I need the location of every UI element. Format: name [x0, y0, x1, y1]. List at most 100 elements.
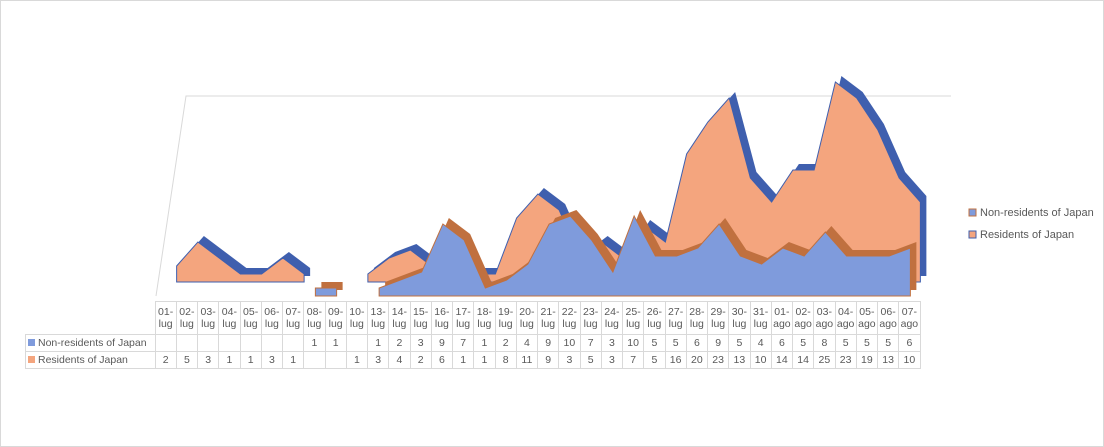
value-cell [154, 334, 177, 352]
value-cell: 4 [749, 334, 772, 352]
value-cell: 3 [409, 334, 432, 352]
category-label: 28-lug [685, 301, 709, 335]
category-label: 23-lug [579, 301, 602, 335]
value-cell: 1 [239, 351, 262, 369]
value-cell: 1 [303, 334, 326, 352]
value-cell [324, 351, 347, 369]
category-label: 05-lug [239, 301, 262, 335]
legend-label: Residents of Japan [980, 229, 1074, 241]
series-row: Non-residents of Japan 1 1 1 2 3 9 7 1 2 4 9 10 7 3 10 5… [25, 334, 921, 352]
series-row: Residents of Japan 2 5 3 1 1 3 1 1 3 4 2 6 1 1 8 11 9 3 5 3 7… [25, 351, 921, 369]
category-label: 26-lug [643, 301, 666, 335]
category-label: 09-lug [324, 301, 347, 335]
value-cell: 3 [196, 351, 220, 369]
category-label: 07-ago [898, 301, 921, 335]
value-cell: 3 [600, 334, 624, 352]
value-cell: 1 [324, 334, 347, 352]
value-cell: 1 [473, 334, 496, 352]
value-cell: 5 [175, 351, 199, 369]
value-cell: 4 [515, 334, 539, 352]
value-cell: 2 [409, 351, 432, 369]
category-label: 29-lug [706, 301, 730, 335]
value-cell: 6 [685, 334, 709, 352]
value-cell: 8 [813, 334, 836, 352]
row-label-text: Non-residents of Japan [38, 337, 147, 349]
value-cell: 25 [813, 351, 836, 369]
value-cell: 3 [558, 351, 581, 369]
value-cell: 10 [621, 334, 645, 352]
value-cell: 5 [664, 334, 687, 352]
row-label: Non-residents of Japan [25, 334, 156, 352]
legend-label: Non-residents of Japan [980, 207, 1094, 219]
value-cell: 6 [430, 351, 454, 369]
category-label: 16-lug [430, 301, 454, 335]
category-label: 02-ago [791, 301, 815, 335]
value-cell: 5 [855, 334, 879, 352]
value-cell: 8 [494, 351, 517, 369]
category-label: 21-lug [536, 301, 560, 335]
value-cell [239, 334, 262, 352]
value-cell [281, 334, 305, 352]
value-cell: 9 [536, 351, 560, 369]
value-cell: 4 [388, 351, 411, 369]
category-label: 03-lug [196, 301, 220, 335]
back-wall [155, 95, 951, 297]
value-cell: 10 [749, 351, 772, 369]
value-cell [345, 334, 369, 352]
value-cell: 5 [643, 334, 666, 352]
value-cell: 7 [451, 334, 475, 352]
value-cell [218, 334, 241, 352]
value-cell: 3 [366, 351, 390, 369]
value-cell: 10 [558, 334, 581, 352]
value-cell [175, 334, 199, 352]
value-cell: 6 [898, 334, 921, 352]
category-label: 19-lug [494, 301, 517, 335]
category-label: 04-lug [218, 301, 241, 335]
value-cell: 1 [281, 351, 305, 369]
category-label: 06-ago [876, 301, 900, 335]
value-cell [303, 351, 326, 369]
value-cell: 2 [154, 351, 177, 369]
row-label: Residents of Japan [25, 351, 156, 369]
value-cell: 7 [579, 334, 602, 352]
category-label: 15-lug [409, 301, 432, 335]
category-label: 01-lug [154, 301, 177, 335]
value-cell: 14 [791, 351, 815, 369]
value-cell: 19 [855, 351, 879, 369]
value-cell: 23 [834, 351, 857, 369]
value-cell: 1 [473, 351, 496, 369]
category-label: 10-lug [345, 301, 369, 335]
value-cell: 9 [536, 334, 560, 352]
value-cell: 2 [388, 334, 411, 352]
value-cell: 20 [685, 351, 709, 369]
legend-key [28, 339, 35, 346]
value-cell: 2 [494, 334, 517, 352]
category-label: 17-lug [451, 301, 475, 335]
value-cell [260, 334, 284, 352]
value-cell: 14 [770, 351, 794, 369]
value-cell: 23 [706, 351, 730, 369]
category-label: 31-lug [749, 301, 772, 335]
value-cell: 5 [643, 351, 666, 369]
legend-key [28, 356, 35, 363]
value-cell: 10 [898, 351, 921, 369]
value-cell: 1 [218, 351, 241, 369]
data-table: 01-lug 02-lug 03-lug 04-lug 05-lug 06-lug 07-l… [25, 301, 921, 369]
row-label-text: Residents of Japan [38, 354, 128, 366]
value-cell: 9 [430, 334, 454, 352]
value-cell: 1 [345, 351, 369, 369]
value-cell: 5 [579, 351, 602, 369]
value-cell: 5 [728, 334, 751, 352]
value-cell: 3 [600, 351, 624, 369]
value-cell: 9 [706, 334, 730, 352]
category-label: 02-lug [175, 301, 199, 335]
header-row: 01-lug 02-lug 03-lug 04-lug 05-lug 06-lug 07-l… [25, 301, 921, 335]
category-label: 25-lug [621, 301, 645, 335]
value-cell: 11 [515, 351, 539, 369]
value-cell: 5 [834, 334, 857, 352]
category-label: 30-lug [728, 301, 751, 335]
category-label: 24-lug [600, 301, 624, 335]
category-label: 27-lug [664, 301, 687, 335]
